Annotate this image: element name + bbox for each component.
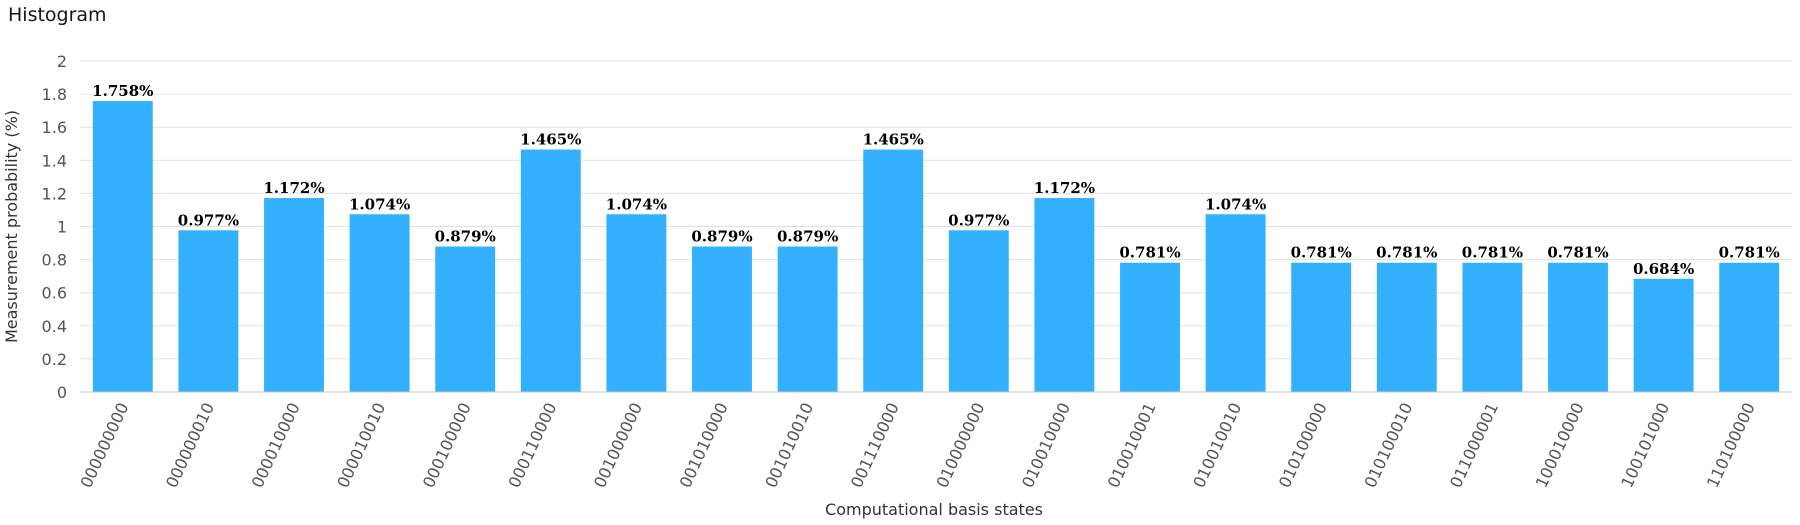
bar[interactable] bbox=[1462, 262, 1523, 392]
x-tick-label: 110100000 bbox=[1703, 400, 1759, 491]
bar-data-label: 0.781% bbox=[1119, 244, 1180, 262]
y-tick-label: 1.2 bbox=[42, 184, 67, 203]
x-tick-label: 000000000 bbox=[76, 400, 132, 491]
bar[interactable] bbox=[92, 101, 153, 393]
bar[interactable] bbox=[1719, 262, 1780, 392]
x-axis-ticks: 000000000 000000010 000010000 000010010 0001… bbox=[76, 400, 1758, 491]
x-tick-label: 000000010 bbox=[162, 400, 218, 491]
bar-data-label: 0.781% bbox=[1719, 244, 1780, 262]
x-tick-label: 000010010 bbox=[333, 400, 389, 491]
x-tick-label: 010100000 bbox=[1275, 400, 1331, 491]
x-tick-label: 001000000 bbox=[590, 400, 646, 491]
chart-title: Histogram bbox=[8, 4, 107, 26]
bar[interactable] bbox=[1291, 262, 1352, 392]
y-tick-label: 0.2 bbox=[42, 350, 67, 369]
y-tick-label: 0.6 bbox=[42, 284, 67, 303]
bar-data-label: 0.684% bbox=[1633, 260, 1694, 278]
bar-data-label: 0.781% bbox=[1462, 244, 1523, 262]
bar[interactable] bbox=[777, 246, 838, 392]
y-axis-label: Measurement probability (%) bbox=[2, 110, 21, 343]
bar[interactable] bbox=[606, 214, 667, 392]
y-tick-label: 1 bbox=[57, 218, 67, 237]
bar[interactable] bbox=[692, 246, 752, 392]
x-tick-label: 000010000 bbox=[248, 400, 304, 491]
y-tick-label: 1.8 bbox=[42, 85, 67, 104]
bar-data-label: 0.781% bbox=[1547, 244, 1608, 262]
y-tick-label: 1.6 bbox=[42, 118, 67, 137]
x-tick-label: 010010001 bbox=[1104, 400, 1160, 491]
bar[interactable] bbox=[1548, 262, 1608, 392]
x-tick-label: 010010000 bbox=[1018, 400, 1074, 491]
bar[interactable] bbox=[349, 214, 410, 392]
bar-data-label: 0.781% bbox=[1376, 244, 1437, 262]
bar-data-label: 0.879% bbox=[435, 228, 496, 246]
bar[interactable] bbox=[520, 149, 581, 392]
bar[interactable] bbox=[1034, 198, 1095, 392]
bar[interactable] bbox=[863, 149, 924, 392]
data-labels: 1.758% 0.977% 1.172% 1.074% 0.879% 1.465% 1.07… bbox=[92, 82, 1780, 278]
bar-data-label: 0.879% bbox=[691, 228, 752, 246]
x-tick-label: 001010000 bbox=[676, 400, 732, 491]
bar[interactable] bbox=[1120, 262, 1180, 392]
x-tick-label: 001010010 bbox=[761, 400, 817, 491]
bar-data-label: 1.074% bbox=[606, 195, 667, 213]
bar-data-label: 0.977% bbox=[178, 211, 239, 229]
y-axis-ticks: 0 0.2 0.4 0.6 0.8 1 1.2 1.4 1.6 1.8 2 bbox=[42, 52, 67, 402]
bar[interactable] bbox=[948, 230, 1009, 392]
y-tick-label: 0.8 bbox=[42, 251, 67, 270]
bar[interactable] bbox=[264, 198, 324, 392]
bar-data-label: 1.172% bbox=[1034, 179, 1095, 197]
x-tick-label: 100010000 bbox=[1532, 400, 1588, 491]
y-tick-label: 1.4 bbox=[42, 151, 67, 170]
bar-data-label: 1.074% bbox=[1205, 195, 1266, 213]
bar-data-label: 1.074% bbox=[349, 195, 410, 213]
bar[interactable] bbox=[1376, 262, 1437, 392]
x-tick-label: 100101000 bbox=[1617, 400, 1673, 491]
y-tick-label: 2 bbox=[57, 52, 67, 71]
x-tick-label: 000100000 bbox=[419, 400, 475, 491]
x-tick-label: 000110000 bbox=[504, 400, 560, 491]
bar-data-label: 0.977% bbox=[948, 211, 1009, 229]
bar[interactable] bbox=[1633, 278, 1694, 392]
x-tick-label: 001110000 bbox=[847, 400, 903, 491]
bar-data-label: 0.781% bbox=[1291, 244, 1352, 262]
x-tick-label: 010100010 bbox=[1360, 400, 1416, 491]
bar-data-label: 1.465% bbox=[863, 131, 924, 149]
bars bbox=[92, 101, 1780, 393]
y-tick-label: 0 bbox=[57, 383, 67, 402]
bar[interactable] bbox=[178, 230, 239, 392]
x-axis-label: Computational basis states bbox=[825, 500, 1043, 519]
x-tick-label: 011000001 bbox=[1446, 400, 1502, 491]
bar-data-label: 1.465% bbox=[520, 131, 581, 149]
bar-data-label: 0.879% bbox=[777, 228, 838, 246]
x-tick-label: 010010010 bbox=[1189, 400, 1245, 491]
bar[interactable] bbox=[1205, 214, 1266, 392]
bar-data-label: 1.172% bbox=[263, 179, 324, 197]
x-tick-label: 010000000 bbox=[932, 400, 988, 491]
gridlines bbox=[80, 60, 1792, 360]
bar-data-label: 1.758% bbox=[92, 82, 153, 100]
y-tick-label: 0.4 bbox=[42, 317, 67, 336]
bar[interactable] bbox=[435, 246, 496, 392]
